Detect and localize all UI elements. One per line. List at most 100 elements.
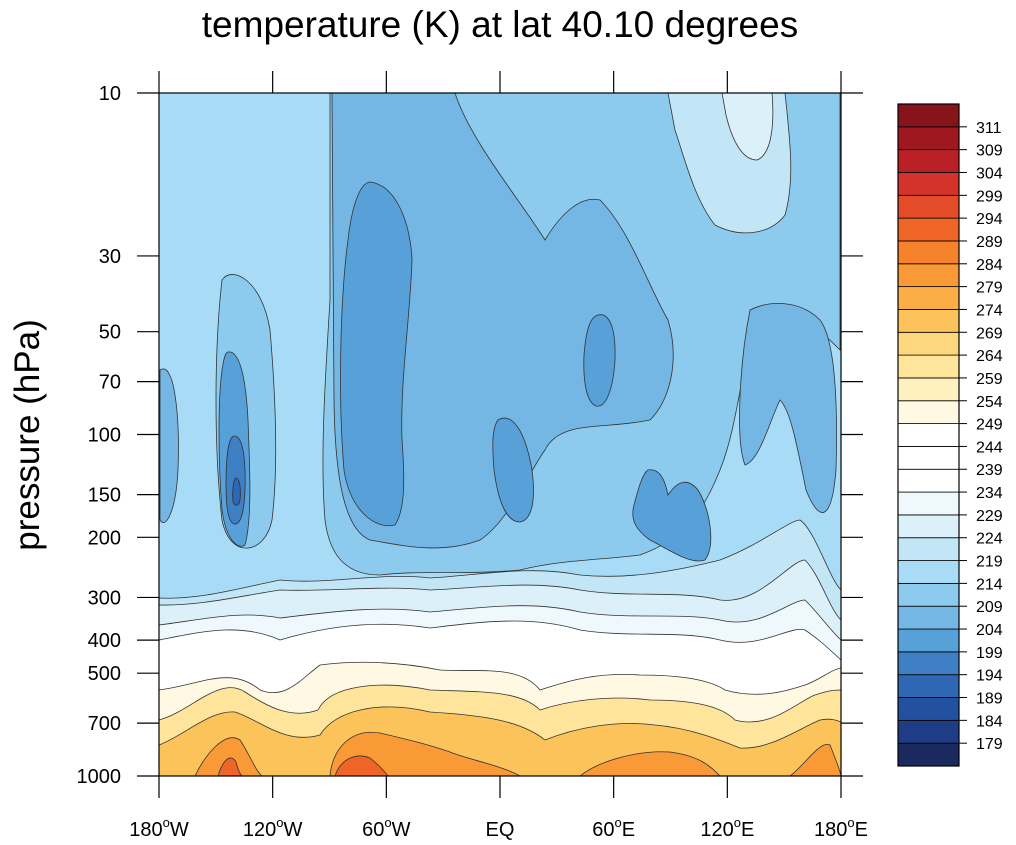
trop-band-294 — [217, 755, 389, 776]
y-tick-label: 50 — [99, 322, 121, 344]
y-tick-label: 70 — [99, 372, 121, 394]
degree-symbol: o — [276, 815, 283, 830]
colorbar-label: 274 — [976, 302, 1003, 319]
contour-band-204 — [331, 93, 674, 549]
degree-symbol: o — [384, 815, 391, 830]
colorbar-label: 259 — [976, 371, 1003, 388]
colorbar-label: 254 — [976, 394, 1003, 411]
colorbar-label: 184 — [976, 713, 1003, 730]
colorbar-label: 189 — [976, 691, 1003, 708]
colorbar-swatch — [897, 446, 960, 470]
colorbar-swatch — [897, 582, 960, 607]
colorbar-swatch — [897, 149, 960, 173]
colorbar-label: 304 — [976, 165, 1003, 182]
colorbar-swatch — [897, 309, 960, 333]
colorbar-label: 309 — [976, 143, 1003, 160]
colorbar-swatch — [897, 651, 960, 676]
colorbar-frame — [897, 103, 960, 767]
colorbar-label: 199 — [976, 645, 1003, 662]
colorbar-swatch — [897, 491, 960, 516]
y-tick-label: 100 — [88, 425, 121, 447]
degree-symbol: o — [615, 815, 622, 830]
colorbar-label: 299 — [976, 188, 1003, 205]
colorbar-swatch — [897, 263, 960, 288]
colorbar-label: 234 — [976, 485, 1003, 502]
y-tick-label: 30 — [99, 246, 121, 268]
contour-band-189 — [232, 477, 241, 506]
x-tick-label: 180oW — [129, 815, 189, 841]
x-tick-hemisphere: E — [741, 819, 754, 841]
colorbar-label: 311 — [976, 120, 1002, 137]
x-tick-label: 180oE — [814, 815, 868, 841]
colorbar-swatch — [897, 240, 960, 265]
colorbar-label: 209 — [976, 599, 1003, 616]
degree-symbol: o — [163, 815, 170, 830]
x-tick-label: 120oE — [700, 815, 754, 841]
colorbar-swatch — [897, 697, 960, 721]
x-tick-value: 60 — [362, 819, 384, 841]
colorbar-swatch — [897, 172, 960, 196]
y-tick-label: 200 — [88, 527, 121, 549]
colorbar-label: 269 — [976, 325, 1003, 342]
x-tick-value: EQ — [486, 819, 515, 841]
colorbar-swatch — [897, 194, 960, 219]
colorbar-label: 214 — [976, 576, 1003, 593]
colorbar-label: 229 — [976, 508, 1003, 525]
colorbar-label: 204 — [976, 622, 1003, 639]
y-axis-ticks: 10 30 50 70 100 150 200 300 400 500 700 1000 — [77, 83, 863, 788]
colorbar-swatch — [897, 400, 960, 424]
y-tick-label: 500 — [88, 663, 121, 685]
contour-band-199-a — [340, 181, 413, 527]
colorbar-swatch — [897, 423, 960, 447]
colorbar-swatch — [897, 628, 960, 653]
y-tick-label: 300 — [88, 587, 121, 609]
colorbar-label: 224 — [976, 531, 1003, 548]
colorbar-swatch — [897, 126, 960, 151]
colorbar-swatch — [897, 331, 960, 356]
colorbar-label: 249 — [976, 417, 1003, 434]
colorbar-label: 289 — [976, 234, 1003, 251]
colorbar-swatch — [897, 286, 960, 310]
x-tick-label: 60oE — [592, 815, 635, 841]
chart-title: temperature (K) at lat 40.10 degrees — [201, 4, 799, 45]
colorbar-label: 294 — [976, 211, 1003, 228]
colorbar-label: 219 — [976, 554, 1003, 571]
colorbar-swatch — [897, 674, 960, 698]
colorbar-swatch — [897, 742, 960, 767]
x-tick-label: 60oW — [362, 815, 410, 841]
colorbar-swatch — [897, 103, 960, 128]
contour-band-224-cap — [721, 93, 774, 161]
contour-band-199-c — [583, 314, 616, 407]
colorbar-label: 239 — [976, 462, 1003, 479]
x-tick-hemisphere: E — [855, 819, 868, 841]
colorbar-label: 194 — [976, 668, 1003, 685]
x-tick-hemisphere: W — [170, 819, 189, 841]
contour-band-204-wc — [159, 368, 179, 523]
colorbar-label: 244 — [976, 439, 1003, 456]
colorbar-swatch — [897, 377, 960, 402]
colorbar-swatch — [897, 468, 960, 493]
x-tick-hemisphere: E — [622, 819, 635, 841]
y-tick-label: 400 — [88, 630, 121, 652]
x-tick-hemisphere: W — [284, 819, 303, 841]
colorbar-swatch — [897, 217, 960, 242]
y-tick-label: 700 — [88, 713, 121, 735]
colorbar-swatch — [897, 719, 960, 744]
y-tick-label: 1000 — [77, 766, 122, 788]
degree-symbol: o — [734, 815, 741, 830]
y-tick-label: 10 — [99, 83, 121, 105]
colorbar-swatch — [897, 354, 960, 379]
colorbar-label: 264 — [976, 348, 1003, 365]
colorbar-label: 284 — [976, 257, 1003, 274]
colorbar-label: 179 — [976, 736, 1003, 753]
contour-band-199-d — [632, 469, 712, 562]
x-tick-value: 180 — [814, 819, 847, 841]
y-tick-label: 150 — [88, 485, 121, 507]
x-tick-value: 180 — [129, 819, 162, 841]
colorbar-swatch — [897, 605, 960, 630]
x-axis-ticks: 180oW 120oW 60oW EQ 60oE 120oE 180oE — [129, 71, 868, 841]
degree-symbol: o — [847, 815, 854, 830]
contour-band-199-b — [492, 417, 534, 523]
